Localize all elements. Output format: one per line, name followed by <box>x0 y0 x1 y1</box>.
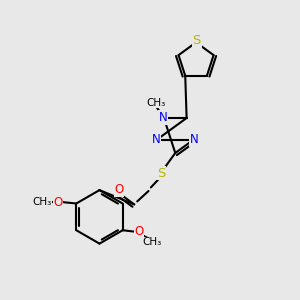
Text: N: N <box>159 111 168 124</box>
Text: N: N <box>152 133 161 146</box>
Text: O: O <box>134 225 144 238</box>
Text: O: O <box>114 183 123 196</box>
Text: CH₃: CH₃ <box>143 237 162 247</box>
Text: N: N <box>190 133 199 146</box>
Text: CH₃: CH₃ <box>32 197 51 207</box>
Text: CH₃: CH₃ <box>146 98 165 108</box>
Text: S: S <box>193 34 201 47</box>
Text: O: O <box>53 196 62 208</box>
Text: S: S <box>157 167 165 180</box>
